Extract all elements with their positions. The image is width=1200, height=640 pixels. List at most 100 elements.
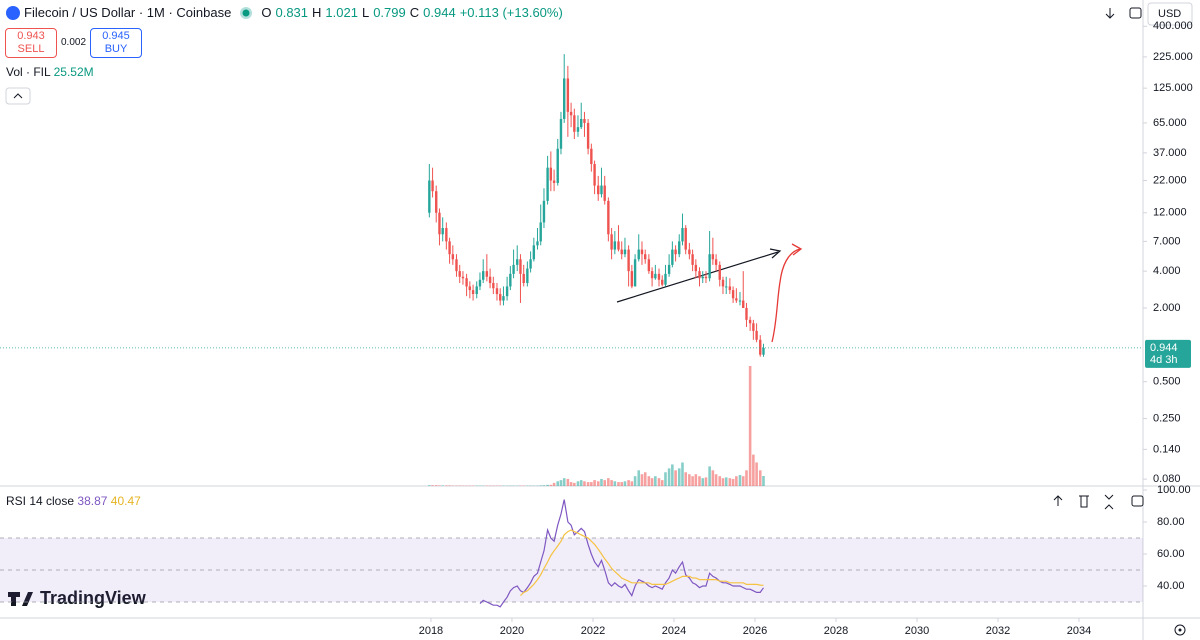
sell-price: 0.943	[17, 30, 45, 42]
volume-bar	[741, 476, 745, 486]
volume-bar	[647, 476, 651, 486]
volume-bar	[667, 468, 671, 486]
candle-body	[674, 249, 677, 255]
rsi-line	[479, 499, 764, 608]
candle-body	[694, 264, 698, 272]
candle-body	[701, 276, 704, 279]
download-button[interactable]	[1105, 8, 1115, 19]
candle-body	[748, 319, 752, 324]
rsi-y-tick-label: 80.00	[1157, 516, 1185, 528]
candle-body	[461, 276, 465, 279]
buy-button[interactable]: 0.945 BUY	[90, 28, 142, 58]
settings-button[interactable]	[1174, 624, 1186, 636]
candle-body	[752, 323, 755, 331]
volume-bar	[735, 476, 738, 486]
candle-body	[742, 300, 745, 308]
last-price-badge	[1145, 339, 1191, 368]
candle-body	[597, 185, 600, 195]
candle-body	[718, 264, 721, 280]
volume-bar	[721, 478, 725, 486]
volume-bar	[441, 485, 444, 486]
volume-bar	[671, 464, 674, 486]
candle-body	[448, 241, 451, 255]
candle-body	[600, 185, 603, 195]
volume-bar	[546, 484, 549, 486]
volume-bar	[623, 481, 627, 486]
candle-body	[428, 180, 431, 213]
volume-bar	[600, 478, 603, 486]
candle-body	[455, 259, 458, 272]
volume-bar	[684, 472, 688, 486]
candle-body	[495, 288, 499, 295]
volume-bar	[431, 485, 434, 486]
candle-body	[502, 296, 505, 301]
y-tick-label: 400.000	[1153, 20, 1193, 32]
volume-bar	[603, 480, 607, 486]
candle-body	[633, 259, 637, 287]
move-up-button[interactable]	[1053, 495, 1063, 506]
volume-bar	[758, 470, 762, 486]
low-label: L	[361, 5, 370, 20]
candle-body	[441, 228, 444, 235]
candle-body	[711, 254, 715, 260]
candle-body	[667, 264, 671, 274]
candle-body	[678, 241, 681, 255]
volume-bar	[576, 481, 580, 486]
volume-legend: Vol · FIL 25.52M	[6, 65, 94, 79]
trend-annotation	[616, 248, 782, 303]
brand-logo	[8, 592, 33, 606]
volume-bar	[677, 468, 681, 486]
y-tick-label: 37.000	[1153, 147, 1187, 159]
candle-body	[714, 259, 718, 265]
y-tick-label: 2.000	[1153, 302, 1181, 314]
volume-bar	[714, 474, 718, 486]
open-label: O	[261, 5, 272, 20]
candle-body	[735, 298, 738, 301]
candle-body	[725, 286, 728, 288]
delete-button[interactable]	[1079, 495, 1089, 508]
candle-body	[482, 271, 485, 280]
candle-body	[671, 249, 674, 265]
volume-bar	[579, 480, 583, 486]
volume-bar	[748, 366, 752, 486]
candle-body	[691, 254, 694, 265]
candle-body	[526, 268, 529, 284]
volume-bar	[607, 478, 610, 486]
toolbar	[5, 7, 1186, 636]
volume-bar	[438, 485, 441, 486]
volume-bar	[762, 475, 765, 486]
candle-body	[590, 148, 593, 165]
candle-body	[755, 330, 758, 340]
candle-body	[552, 180, 556, 183]
y-tick-label: 65.000	[1153, 117, 1187, 129]
close-value: 0.944	[423, 5, 456, 20]
collapse-panel-button[interactable]	[5, 87, 31, 105]
high-value: 1.021	[325, 5, 358, 20]
candle-body	[566, 78, 570, 112]
sell-button[interactable]: 0.943 SELL	[5, 28, 57, 58]
candle-body	[620, 249, 623, 255]
fullscreen-button[interactable]	[1129, 7, 1142, 19]
legend-header: Filecoin / US Dollar · 1M · Coinbase O 0.…	[6, 5, 563, 20]
y-tick-label: 7.000	[1153, 235, 1181, 247]
volume-bar	[428, 485, 431, 486]
market-status	[240, 6, 253, 19]
candle-body	[654, 273, 657, 279]
currency-button[interactable]	[1147, 2, 1193, 26]
candle-body	[637, 249, 640, 260]
sell-label: SELL	[17, 43, 45, 55]
candle-body	[745, 307, 748, 320]
volume-bar	[542, 485, 546, 486]
candle-body	[698, 271, 701, 279]
volume-bar	[573, 482, 576, 486]
candle-body	[728, 286, 732, 291]
candle-body	[492, 283, 495, 289]
maximize-button[interactable]	[1131, 495, 1144, 507]
volume-bar	[434, 485, 438, 486]
rsi-y-tick-label: 100.00	[1157, 484, 1191, 496]
candle-body	[627, 249, 630, 272]
candle-body	[465, 278, 468, 287]
candle-body	[684, 228, 687, 250]
collapse-button[interactable]	[1104, 494, 1114, 510]
